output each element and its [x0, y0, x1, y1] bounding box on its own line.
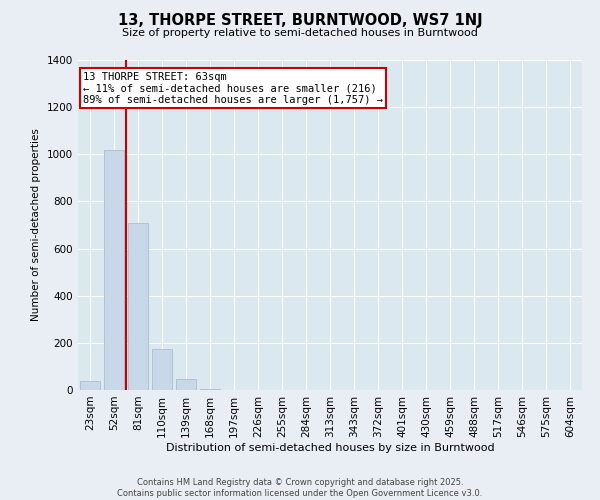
Bar	[152, 349, 172, 390]
Bar	[200, 389, 220, 390]
Y-axis label: Number of semi-detached properties: Number of semi-detached properties	[31, 128, 41, 322]
Bar	[128, 222, 148, 390]
X-axis label: Distribution of semi-detached houses by size in Burntwood: Distribution of semi-detached houses by …	[166, 442, 494, 452]
Bar	[176, 380, 196, 390]
Text: Size of property relative to semi-detached houses in Burntwood: Size of property relative to semi-detach…	[122, 28, 478, 38]
Text: 13 THORPE STREET: 63sqm
← 11% of semi-detached houses are smaller (216)
89% of s: 13 THORPE STREET: 63sqm ← 11% of semi-de…	[83, 72, 383, 105]
Bar	[80, 380, 100, 390]
Text: Contains HM Land Registry data © Crown copyright and database right 2025.
Contai: Contains HM Land Registry data © Crown c…	[118, 478, 482, 498]
Bar	[104, 150, 124, 390]
Text: 13, THORPE STREET, BURNTWOOD, WS7 1NJ: 13, THORPE STREET, BURNTWOOD, WS7 1NJ	[118, 12, 482, 28]
